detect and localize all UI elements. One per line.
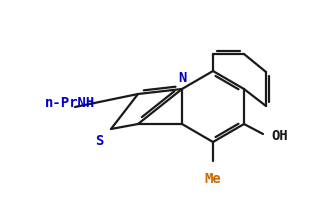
- Text: S: S: [95, 133, 103, 147]
- Text: Me: Me: [205, 171, 221, 185]
- Text: OH: OH: [271, 128, 288, 142]
- Text: n-PrNH: n-PrNH: [45, 96, 95, 109]
- Text: N: N: [178, 71, 186, 85]
